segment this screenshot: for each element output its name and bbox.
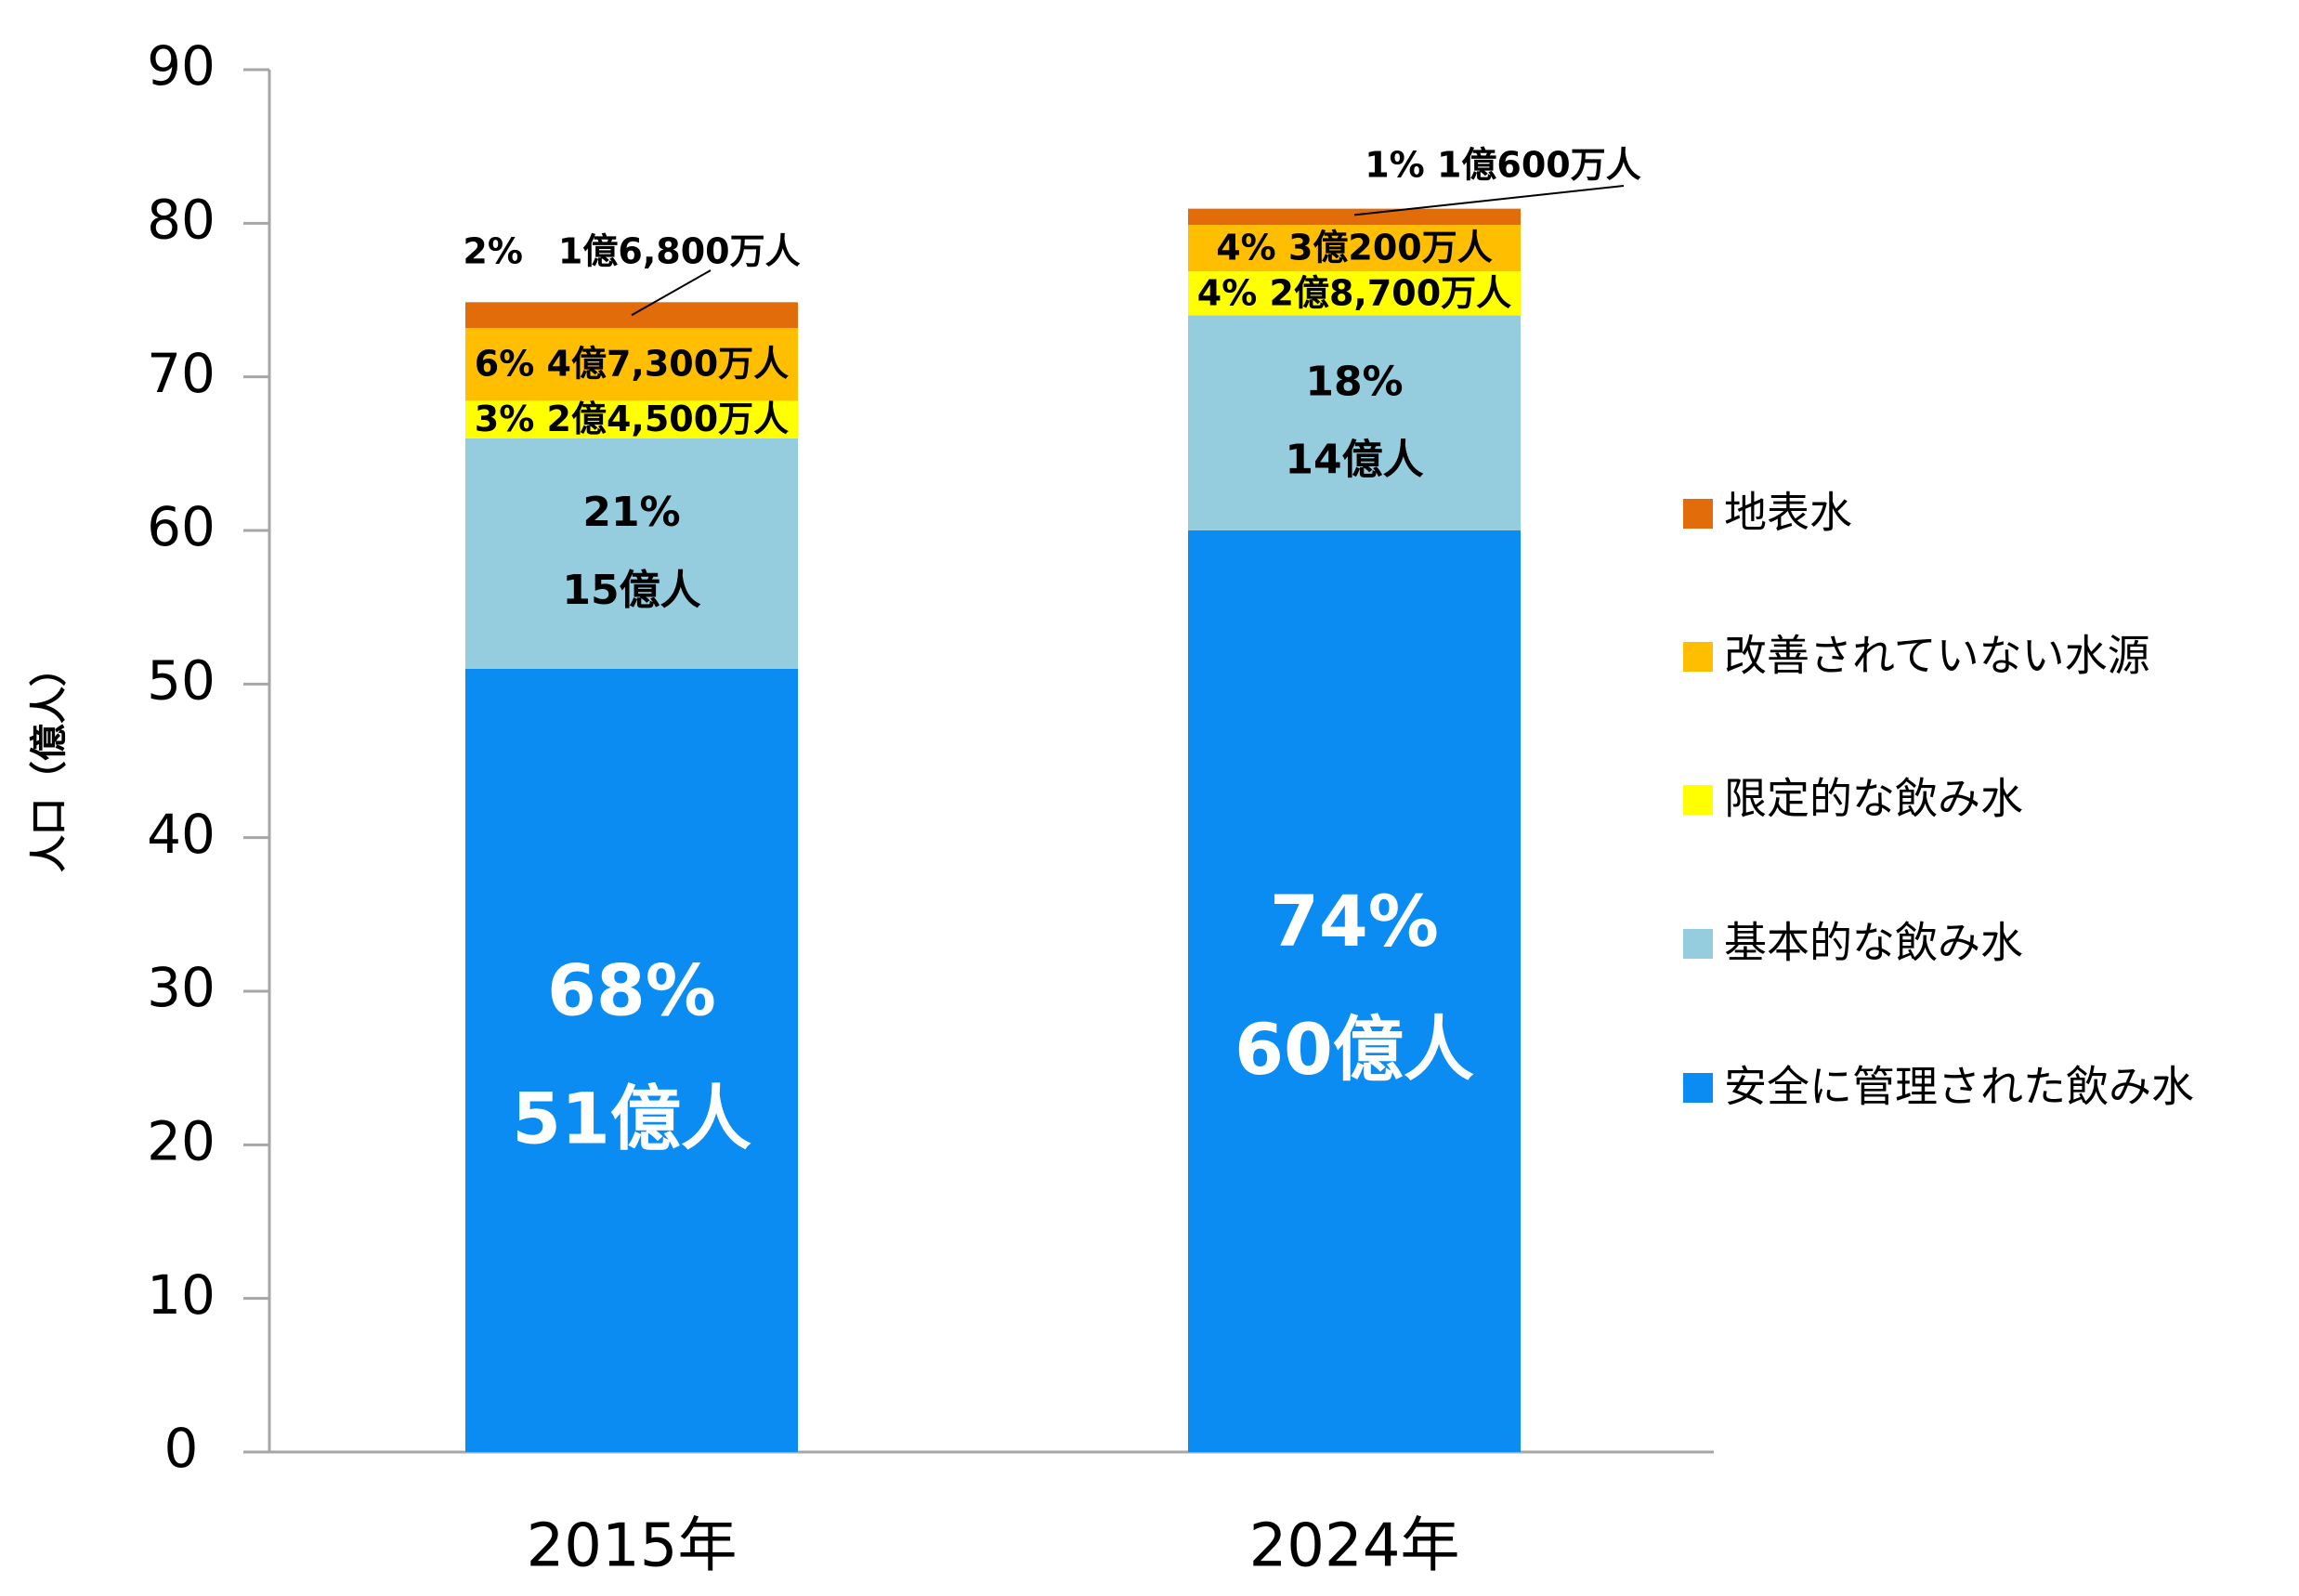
data-label-percent: 68% [547,948,716,1031]
data-label-count: 60億人 [1234,1008,1474,1091]
data-label-count: 14億人 [1285,436,1423,483]
data-label-percent: 74% [1270,880,1439,962]
legend-swatch [1683,499,1713,529]
bar-segment [1188,271,1521,316]
bar-segment [465,438,798,669]
bar-segment [465,668,798,1452]
bar-segment [1188,225,1521,272]
legend-label: 安全に管理された飲み水 [1724,1062,2194,1112]
legend-swatch [1683,1073,1713,1103]
bar-segment [465,328,798,401]
data-label-callout: 1% 1億600万人 [1365,145,1641,186]
data-label: 4% 3億200万人 [1216,228,1493,268]
x-category-label: 2024年 [1249,1512,1460,1581]
legend-swatch [1683,642,1713,672]
bars [465,208,1521,1452]
data-label-percent: 21% [582,489,680,536]
data-label: 6% 4億7,300万人 [475,344,789,385]
x-category-label: 2015年 [527,1512,738,1581]
data-label-callout: 2% 1億6,800万人 [463,231,800,272]
data-labels: 68% 51億人 21% 15億人 3% 2億4,500万人 6% 4億7,300万人 2%… [463,145,1640,1160]
data-label-count: 15億人 [562,567,700,614]
y-tick-label: 20 [147,1109,216,1172]
y-tick-label: 0 [164,1417,199,1480]
y-tick-label: 30 [147,956,216,1019]
legend-label: 基本的な飲み水 [1724,918,2023,968]
legend-label: 改善されていない水源 [1724,631,2150,681]
y-tick-label: 10 [147,1263,216,1327]
axes: 0 10 20 30 40 50 60 70 80 90 人口（億人） 2015年 2024年 [28,34,1714,1581]
data-label-count: 51億人 [512,1077,751,1159]
data-label-percent: 18% [1305,358,1403,405]
y-tick-label: 40 [147,803,216,866]
data-label: 4% 2億8,700万人 [1197,272,1511,313]
legend-label: 限定的な飲み水 [1724,774,2023,824]
legend-swatch [1683,785,1713,815]
bar-segment [1188,208,1521,226]
y-tick-label: 70 [147,342,216,405]
bar-segment [1188,315,1521,530]
legend-label: 地表水 [1724,488,1852,538]
y-tick-label: 50 [147,648,216,712]
y-tick-label: 60 [147,495,216,558]
y-tick-label: 80 [147,188,216,251]
y-axis-label: 人口（億人） [28,649,71,872]
y-tick-label: 90 [147,34,216,98]
callout-leader-line [631,269,712,317]
bar-segment [465,400,798,438]
legend-swatch [1683,929,1713,959]
bar-segment [1188,530,1521,1452]
data-label: 3% 2億4,500万人 [475,399,789,439]
callout-leader-line [1353,185,1625,216]
